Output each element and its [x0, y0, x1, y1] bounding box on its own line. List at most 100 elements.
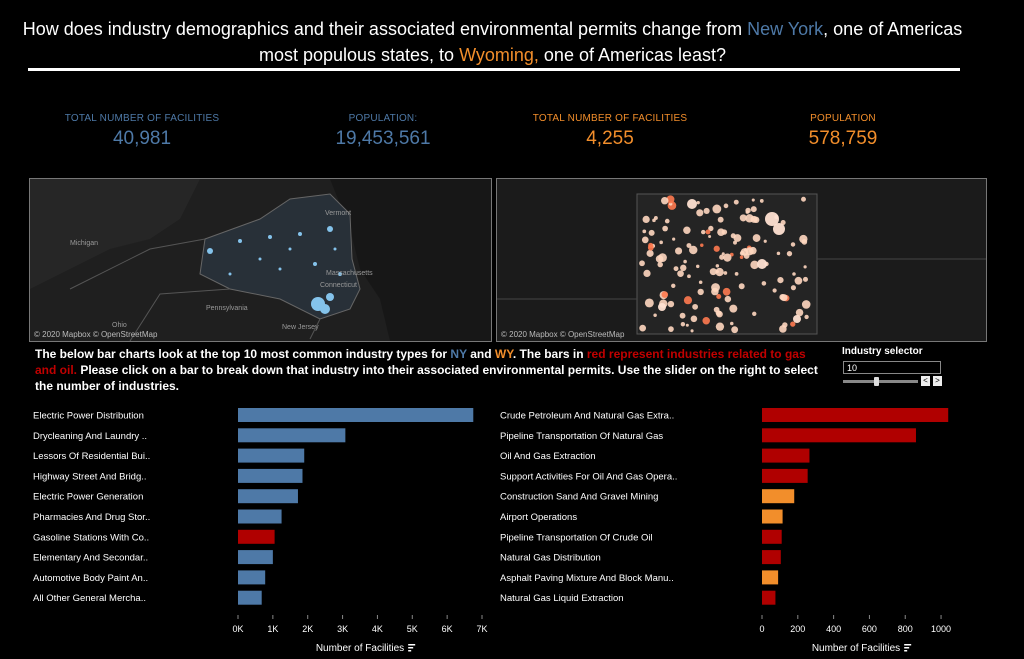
- wy-facility-map[interactable]: © 2020 Mapbox © OpenStreetMap: [496, 178, 987, 342]
- x-tick-label: 600: [862, 624, 877, 634]
- title-new-york: New York: [747, 19, 824, 39]
- bar[interactable]: [238, 468, 303, 483]
- bar[interactable]: [762, 448, 810, 463]
- x-axis-title: Number of Facilities: [812, 643, 900, 654]
- category-label: Natural Gas Liquid Extraction: [500, 593, 624, 604]
- bar[interactable]: [762, 468, 808, 483]
- x-tick-label: 1000: [931, 624, 951, 634]
- category-label: Electric Power Distribution: [33, 411, 144, 422]
- x-tick-label: 6K: [442, 624, 453, 634]
- bar[interactable]: [238, 489, 298, 504]
- map-label-pennsylvania: Pennsylvania: [206, 305, 248, 312]
- kpi-label: TOTAL NUMBER OF FACILITIES: [64, 113, 220, 124]
- title-part-1: How does industry demographics and their…: [22, 19, 748, 39]
- sort-icon[interactable]: [408, 644, 416, 652]
- title-divider: [28, 68, 960, 71]
- dashboard-title: How does industry demographics and their…: [20, 16, 965, 68]
- category-label: Pharmacies And Drug Stor..: [33, 512, 150, 523]
- x-tick-label: 4K: [372, 624, 383, 634]
- bar[interactable]: [238, 448, 305, 463]
- x-tick-label: 5K: [407, 624, 418, 634]
- category-label: Pipeline Transportation Of Crude Oil: [500, 532, 653, 543]
- map-copyright: © 2020 Mapbox © OpenStreetMap: [501, 330, 625, 339]
- title-wyoming: Wyoming,: [459, 45, 539, 65]
- kpi-wy-facilities: TOTAL NUMBER OF FACILITIES 4,255: [520, 113, 700, 150]
- chart-description: The below bar charts look at the top 10 …: [35, 346, 825, 394]
- bar[interactable]: [238, 529, 275, 544]
- bar[interactable]: [762, 428, 916, 443]
- kpi-label: POPULATION:: [348, 113, 418, 124]
- x-tick-label: 800: [898, 624, 913, 634]
- category-label: Lessors Of Residential Bui..: [33, 451, 150, 462]
- bar[interactable]: [762, 509, 783, 524]
- kpi-ny-facilities: TOTAL NUMBER OF FACILITIES 40,981: [52, 113, 232, 150]
- category-label: Highway Street And Bridg..: [33, 471, 147, 482]
- bar[interactable]: [238, 550, 273, 565]
- map-label-new-jersey: New Jersey: [282, 324, 319, 331]
- category-label: Electric Power Generation: [33, 492, 143, 503]
- x-tick-label: 3K: [337, 624, 348, 634]
- wy-facility-dots: [639, 195, 811, 334]
- desc-part-2: . The bars in: [512, 347, 587, 361]
- bar[interactable]: [762, 529, 782, 544]
- bar[interactable]: [238, 590, 262, 605]
- desc-wy: WY: [494, 347, 513, 361]
- category-label: Construction Sand And Gravel Mining: [500, 492, 658, 503]
- bar[interactable]: [762, 489, 795, 504]
- title-part-3: one of Americas least?: [538, 45, 727, 65]
- x-tick-label: 7K: [476, 624, 487, 634]
- kpi-value: 578,759: [808, 128, 878, 149]
- desc-part-1: The below bar charts look at the top 10 …: [35, 347, 451, 361]
- kpi-ny-population: POPULATION: 19,453,561: [293, 113, 473, 150]
- category-label: Drycleaning And Laundry ..: [33, 431, 147, 442]
- category-label: Gasoline Stations With Co..: [33, 532, 149, 543]
- ny-facility-map[interactable]: Vermont Michigan Massachusetts Connectic…: [29, 178, 492, 342]
- category-label: Oil And Gas Extraction: [500, 451, 596, 462]
- title-part-2: , one of Americas most populous states, …: [258, 19, 963, 65]
- x-tick-label: 400: [826, 624, 841, 634]
- bar[interactable]: [762, 408, 949, 422]
- industry-slider-thumb[interactable]: [874, 377, 879, 386]
- kpi-value: 40,981: [112, 128, 172, 149]
- bar[interactable]: [238, 428, 346, 443]
- ny-industry-bar-chart[interactable]: Electric Power Distribution Drycleaning A…: [0, 400, 500, 659]
- desc-ny: NY: [450, 347, 467, 361]
- kpi-wy-population: POPULATION 578,759: [753, 113, 933, 150]
- kpi-label: POPULATION: [810, 113, 876, 124]
- category-label: Pipeline Transportation Of Natural Gas: [500, 431, 663, 442]
- bar[interactable]: [238, 509, 282, 524]
- category-label: All Other General Mercha..: [33, 593, 146, 604]
- bar[interactable]: [762, 550, 781, 565]
- x-tick-label: 2K: [302, 624, 313, 634]
- wy-map-graphic: [497, 179, 986, 341]
- kpi-label: TOTAL NUMBER OF FACILITIES: [532, 113, 688, 124]
- x-tick-label: 0K: [232, 624, 243, 634]
- wy-industry-bar-chart[interactable]: Crude Petroleum And Natural Gas Extra.. P…: [495, 400, 980, 659]
- industry-slider-track[interactable]: [843, 380, 918, 383]
- desc-part-3: Please click on a bar to break down that…: [35, 363, 818, 393]
- x-axis-title: Number of Facilities: [316, 643, 404, 654]
- bar[interactable]: [238, 570, 266, 585]
- map-label-vermont: Vermont: [325, 210, 351, 217]
- industry-selector-input[interactable]: 10: [843, 361, 941, 374]
- bar[interactable]: [238, 408, 474, 422]
- category-label: Airport Operations: [500, 512, 577, 523]
- x-tick-label: 200: [790, 624, 805, 634]
- desc-red: red represent industries related to gas …: [35, 347, 806, 377]
- category-label: Asphalt Paving Mixture And Block Manu..: [500, 573, 674, 584]
- category-label: Automotive Body Paint An..: [33, 573, 148, 584]
- ny-map-graphic: Vermont Michigan Massachusetts Connectic…: [30, 179, 491, 341]
- map-label-connecticut: Connecticut: [320, 282, 357, 289]
- slider-prev-button[interactable]: <: [921, 376, 930, 386]
- bar[interactable]: [762, 570, 779, 585]
- category-label: Elementary And Secondar..: [33, 553, 148, 564]
- category-label: Natural Gas Distribution: [500, 553, 601, 564]
- map-label-ohio: Ohio: [112, 322, 127, 329]
- x-tick-label: 0: [759, 624, 764, 634]
- category-label: Support Activities For Oil And Gas Opera…: [500, 471, 677, 482]
- map-copyright: © 2020 Mapbox © OpenStreetMap: [34, 330, 158, 339]
- bar[interactable]: [762, 590, 776, 605]
- sort-icon[interactable]: [904, 644, 912, 652]
- kpi-value: 19,453,561: [335, 128, 431, 149]
- slider-next-button[interactable]: >: [933, 376, 942, 386]
